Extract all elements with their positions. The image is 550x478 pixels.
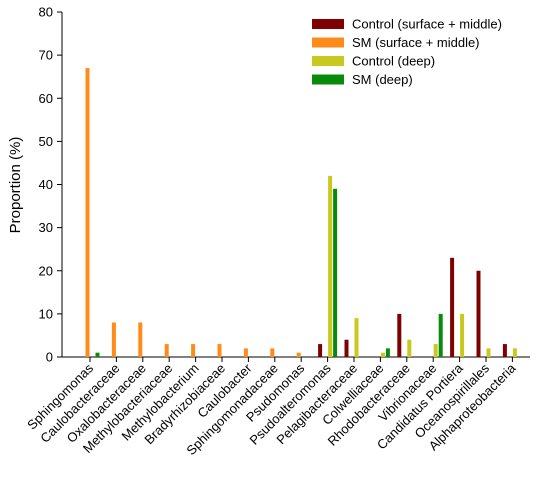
legend-swatch (312, 74, 344, 85)
bar (111, 322, 116, 357)
bar (385, 348, 390, 357)
bar (433, 344, 438, 357)
legend: Control (surface + middle) SM (surface + … (312, 17, 502, 87)
bar (138, 322, 143, 357)
y-axis-title: Proportion (%) (7, 137, 24, 234)
bar (164, 344, 169, 357)
legend-swatch (312, 19, 344, 29)
y-tick-label: 80 (39, 5, 53, 20)
legend-label: SM (deep) (352, 72, 413, 87)
bar (328, 175, 333, 357)
y-tick-label: 30 (39, 220, 53, 235)
y-tick-label: 50 (39, 134, 53, 149)
legend-swatch (312, 37, 344, 48)
bar (438, 313, 443, 357)
bar (476, 270, 481, 357)
legend-label: SM (surface + middle) (352, 35, 480, 50)
bar (333, 188, 338, 357)
bar (217, 344, 222, 357)
y-tick-label: 70 (39, 48, 53, 63)
bar (450, 257, 455, 357)
legend-label: Control (deep) (352, 54, 435, 69)
bar (407, 339, 412, 357)
legend-label: Control (surface + middle) (352, 17, 502, 32)
legend-swatch (312, 56, 344, 66)
bar (344, 339, 349, 357)
bar (486, 348, 491, 357)
bar (354, 318, 359, 357)
bar (296, 352, 301, 357)
bar (243, 348, 248, 357)
bar (191, 344, 196, 357)
y-tick-label: 10 (39, 306, 53, 321)
bar (380, 352, 385, 357)
bar (85, 68, 90, 357)
bar (460, 313, 465, 357)
y-tick-label: 60 (39, 91, 53, 106)
bar (95, 352, 100, 357)
bar (502, 344, 507, 357)
plot-area: 01020304050607080SphingomonasCaulobacter… (24, 5, 530, 458)
y-tick-label: 0 (46, 350, 53, 365)
y-tick-label: 40 (39, 177, 53, 192)
bar (397, 313, 402, 357)
bar (512, 348, 517, 357)
y-tick-label: 20 (39, 263, 53, 278)
bar (318, 344, 323, 357)
bar (270, 348, 275, 357)
